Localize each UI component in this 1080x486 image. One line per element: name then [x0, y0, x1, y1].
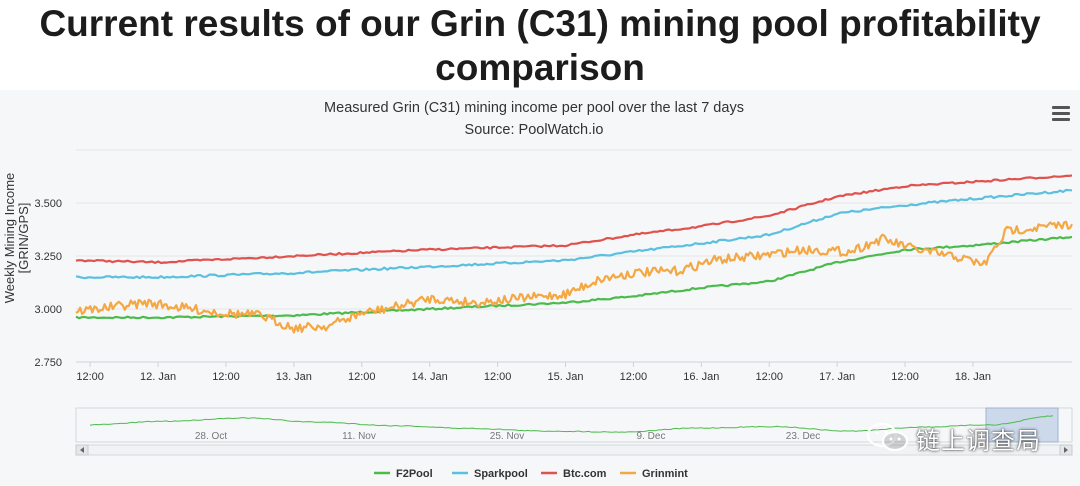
legend-label: Sparkpool — [474, 468, 528, 480]
x-tick-label: 14. Jan — [412, 371, 448, 383]
navigator-tick-label: 23. Dec — [786, 431, 820, 442]
legend-item-sparkpool[interactable]: Sparkpool — [452, 468, 528, 480]
navigator-tick-label: 11. Nov — [342, 431, 376, 442]
legend-label: F2Pool — [396, 468, 433, 480]
wechat-icon — [866, 422, 909, 452]
watermark: 链上调查局 — [866, 419, 1041, 457]
y-axis-label: Weekly Mining Income[GRIN/GPS] — [2, 173, 31, 304]
x-tick-label: 12:00 — [484, 371, 512, 383]
legend-label: Grinmint — [642, 468, 688, 480]
hamburger-menu-icon — [1052, 106, 1070, 109]
chevron-left-icon — [80, 447, 84, 453]
y-tick-label: 3.000 — [34, 304, 62, 316]
navigator-tick-label: 28. Oct — [195, 431, 227, 442]
series-line-f2pool[interactable] — [75, 235, 1073, 320]
y-tick-label: 2.750 — [34, 357, 62, 369]
x-tick-label: 17. Jan — [819, 371, 855, 383]
series-line-btc-com[interactable] — [75, 174, 1073, 265]
navigator[interactable]: 28. Oct 11. Nov 25. Nov 9. Dec 23. Dec — [75, 407, 1073, 456]
chart-svg: Measured Grin (C31) mining income per po… — [2, 100, 1073, 480]
series-line-sparkpool[interactable] — [75, 188, 1073, 280]
chart-panel: Measured Grin (C31) mining income per po… — [0, 90, 1080, 486]
x-tick-label: 12. Jan — [140, 371, 176, 383]
x-tick-label: 12:00 — [212, 371, 240, 383]
legend-item-btc-com[interactable]: Btc.com — [541, 468, 607, 480]
legend: F2Pool Sparkpool Btc.com Grinmint — [374, 468, 688, 480]
chart-menu-button[interactable] — [1050, 104, 1072, 122]
x-tick-label: 18. Jan — [955, 371, 991, 383]
y-tick-label: 3.250 — [34, 251, 62, 263]
headline: Current results of our Grin (C31) mining… — [39, 3, 1041, 88]
series-line-grinmint[interactable] — [75, 220, 1073, 334]
x-tick-label: 16. Jan — [683, 371, 719, 383]
x-tick-label: 12:00 — [620, 371, 648, 383]
legend-item-grinmint[interactable]: Grinmint — [620, 468, 688, 480]
chart-subtitle: Source: PoolWatch.io — [465, 122, 604, 138]
x-tick-label: 12:00 — [76, 371, 104, 383]
hamburger-menu-icon-bar — [1052, 112, 1070, 115]
legend-label: Btc.com — [563, 468, 607, 480]
y-tick-label: 3.500 — [34, 198, 62, 210]
watermark-text: 链上调查局 — [916, 427, 1041, 455]
x-tick-label: 12:00 — [755, 371, 783, 383]
chevron-right-icon — [1064, 447, 1068, 453]
navigator-series-line — [89, 415, 1054, 433]
navigator-tick-label: 25. Nov — [490, 431, 524, 442]
x-tick-label: 15. Jan — [547, 371, 583, 383]
hamburger-menu-icon-bar — [1052, 118, 1070, 121]
x-tick-label: 13. Jan — [276, 371, 312, 383]
navigator-tick-label: 9. Dec — [637, 431, 666, 442]
x-tick-label: 12:00 — [891, 371, 919, 383]
x-tick-label: 12:00 — [348, 371, 376, 383]
legend-item-f2pool[interactable]: F2Pool — [374, 468, 433, 480]
plot-area: 2.750 3.000 3.250 3.500 12:00 12. Jan 12:00 13.… — [34, 149, 1073, 383]
chart-title: Measured Grin (C31) mining income per po… — [324, 100, 744, 116]
